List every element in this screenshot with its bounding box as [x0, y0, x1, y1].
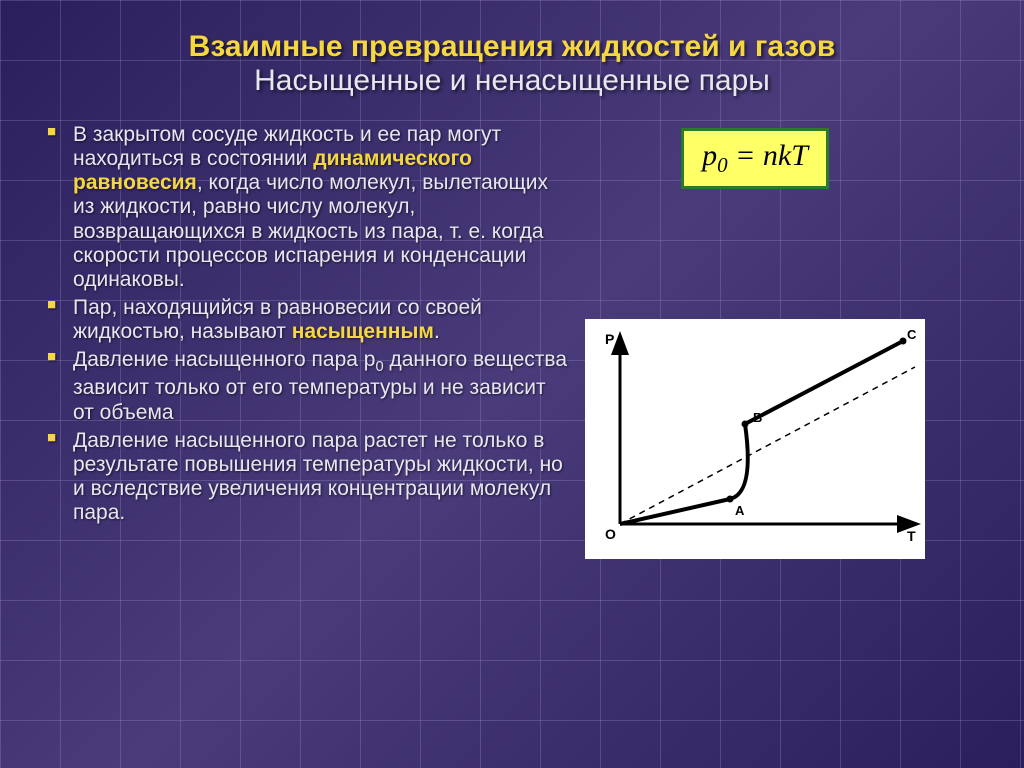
bullet-item: Давление насыщенного пара p0 данного вещ…	[45, 348, 570, 424]
point-c	[900, 338, 907, 345]
bullet-text: Давление насыщенного пара растет не толь…	[73, 429, 563, 524]
point-label-b: B	[753, 410, 762, 425]
point-b	[742, 421, 749, 428]
slide-title: Взаимные превращения жидкостей и газов Н…	[45, 30, 979, 98]
bullet-text: .	[434, 320, 440, 343]
dashed-reference-line	[620, 367, 915, 524]
axis-label-t: T	[907, 528, 916, 544]
axis-label-p: P	[605, 331, 614, 347]
bullet-item: В закрытом сосуде жидкость и ее пар могу…	[45, 123, 570, 292]
bullet-list-container: В закрытом сосуде жидкость и ее пар могу…	[45, 123, 570, 559]
formula-sub: 0	[717, 153, 728, 177]
point-label-c: C	[907, 327, 917, 342]
formula-box: p0 = nkT	[681, 128, 829, 189]
point-label-a: A	[735, 503, 745, 518]
formula-var-p: p	[702, 139, 717, 172]
highlight-text: насыщенным	[292, 320, 434, 343]
pressure-temperature-chart: P T O A B C	[585, 319, 925, 559]
formula-eq: =	[728, 139, 763, 172]
bullet-item: Пар, находящийся в равновесии со своей ж…	[45, 296, 570, 344]
origin-label: O	[605, 526, 616, 542]
bullet-item: Давление насыщенного пара растет не толь…	[45, 429, 570, 526]
bullet-text: Давление насыщенного пара p	[73, 348, 375, 371]
point-a	[727, 496, 734, 503]
saturation-curve	[620, 341, 903, 524]
subscript: 0	[375, 359, 383, 375]
title-line-1: Взаимные превращения жидкостей и газов	[45, 30, 979, 64]
formula-rhs: nkT	[763, 139, 808, 172]
title-line-2: Насыщенные и ненасыщенные пары	[45, 64, 979, 98]
